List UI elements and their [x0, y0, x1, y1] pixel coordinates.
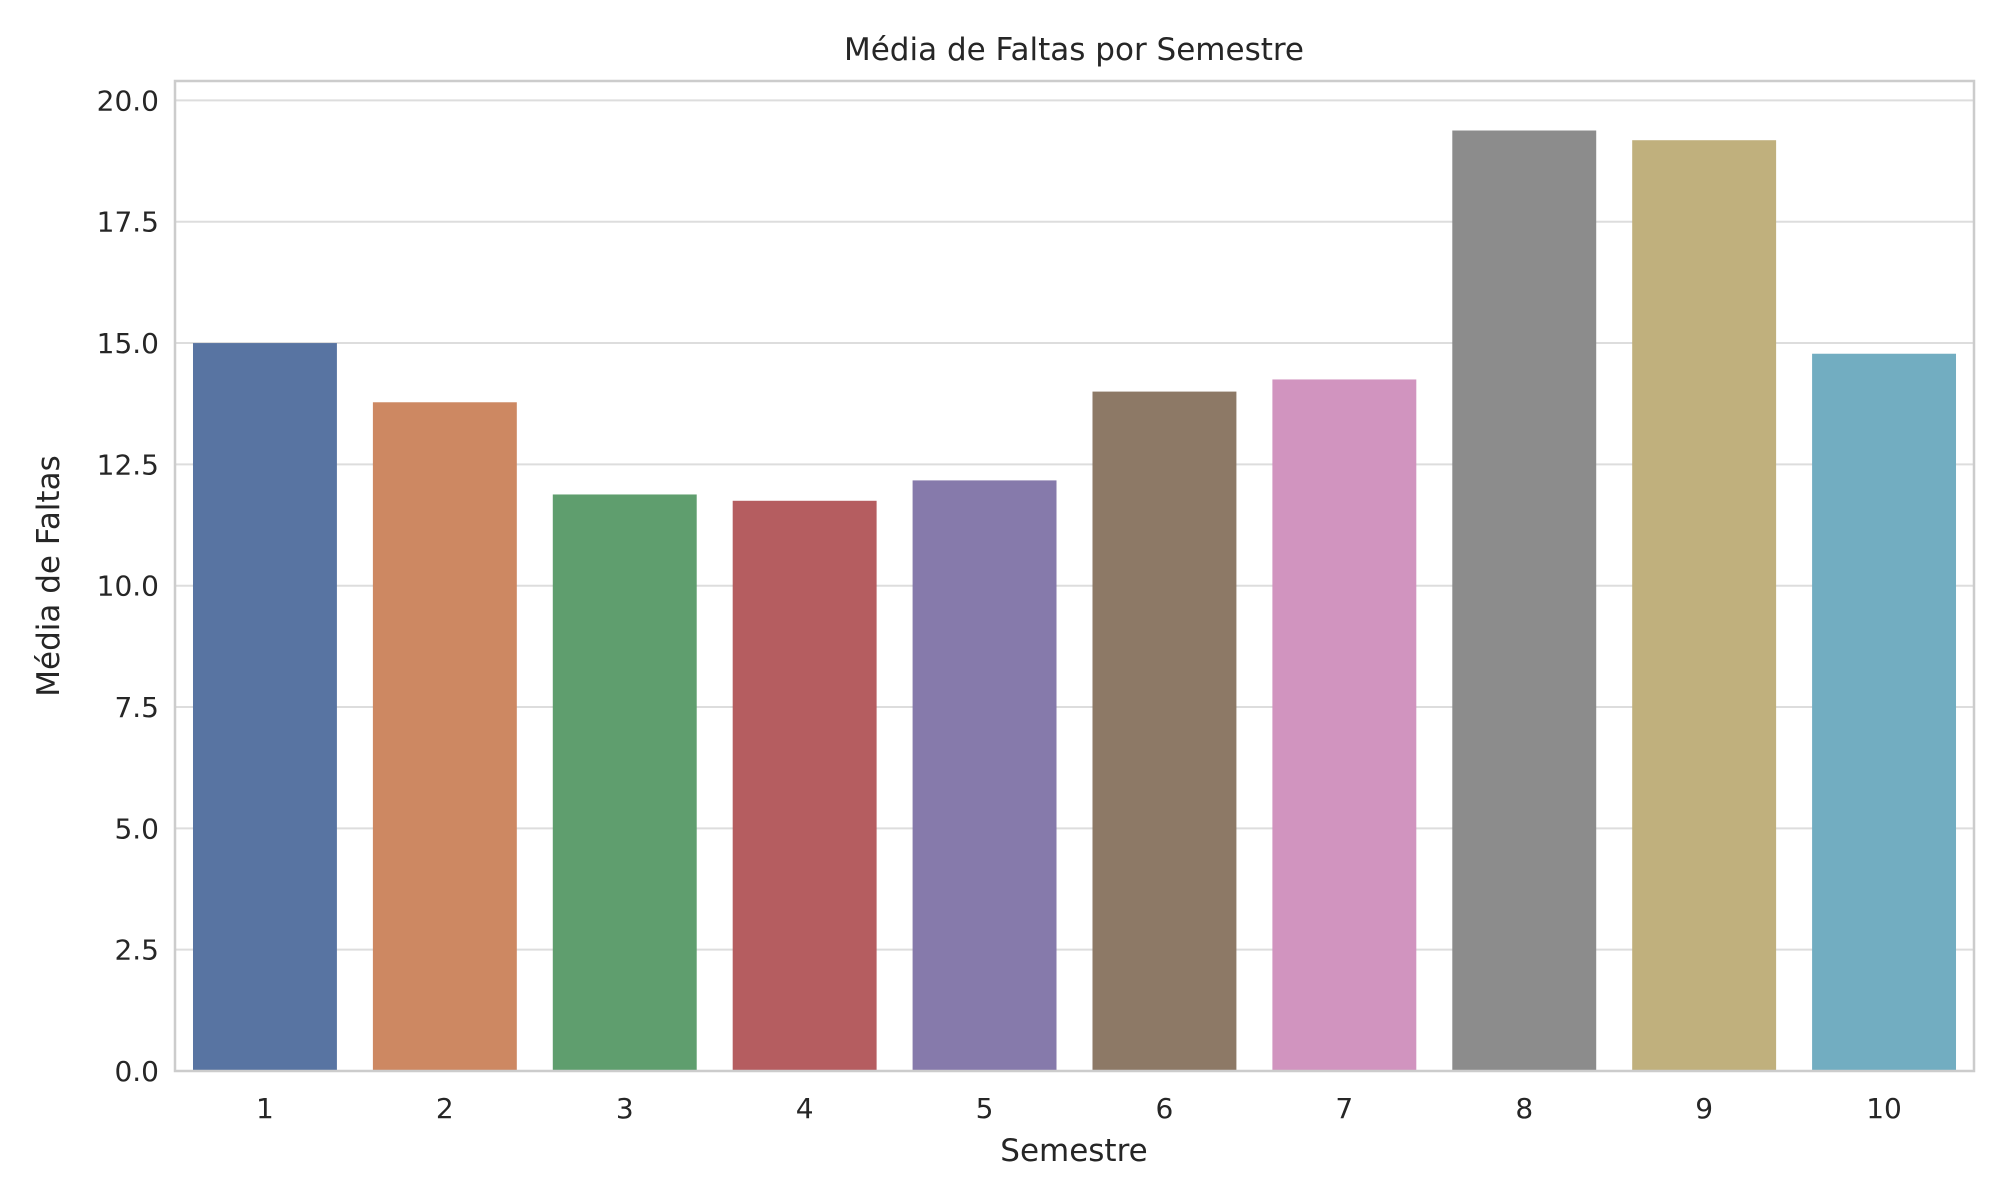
y-tick-label: 15.0: [97, 327, 159, 360]
bar-semester-3: [552, 494, 697, 1071]
x-tick-label: 4: [796, 1092, 814, 1125]
x-tick-label: 3: [616, 1092, 634, 1125]
y-tick-label: 17.5: [97, 206, 159, 239]
y-tick-label: 7.5: [114, 691, 159, 724]
y-tick-label: 0.0: [114, 1055, 159, 1088]
y-axis-label: Média de Faltas: [31, 455, 67, 696]
bars: [192, 130, 1957, 1072]
x-tick-label: 7: [1335, 1092, 1353, 1125]
bar-semester-8: [1452, 130, 1597, 1071]
plot-frame: [173, 79, 1976, 1073]
y-tick-label: 10.0: [97, 570, 159, 603]
chart-title: Média de Faltas por Semestre: [844, 32, 1304, 68]
x-tick-label: 8: [1515, 1092, 1533, 1125]
bar-semester-4: [732, 500, 877, 1071]
x-tick-label: 5: [976, 1092, 994, 1125]
bar-semester-1: [192, 343, 337, 1071]
x-tick-label: 2: [436, 1092, 454, 1125]
bar-semester-10: [1812, 353, 1957, 1071]
x-axis-label: Semestre: [1000, 1133, 1147, 1169]
x-tick-label: 9: [1695, 1092, 1713, 1125]
x-tick-label: 6: [1156, 1092, 1174, 1125]
bar-semester-7: [1272, 379, 1417, 1071]
bar-semester-9: [1632, 140, 1777, 1072]
x-tick-label: 1: [256, 1092, 274, 1125]
bar-semester-5: [912, 480, 1057, 1071]
y-tick-label: 12.5: [97, 448, 159, 481]
bar-semester-6: [1092, 391, 1237, 1071]
bar-semester-2: [372, 402, 517, 1071]
y-tick-label: 2.5: [114, 934, 159, 967]
x-tick-labels: 1 2 3 4 5 6 7 8 9 10: [256, 1092, 1902, 1125]
y-tick-labels: 0.0 2.5 5.0 7.5 10.0 12.5 15.0 17.5 20.0: [97, 84, 159, 1088]
x-tick-label: 10: [1866, 1092, 1902, 1125]
y-tick-label: 5.0: [114, 812, 159, 845]
y-tick-label: 20.0: [97, 84, 159, 117]
